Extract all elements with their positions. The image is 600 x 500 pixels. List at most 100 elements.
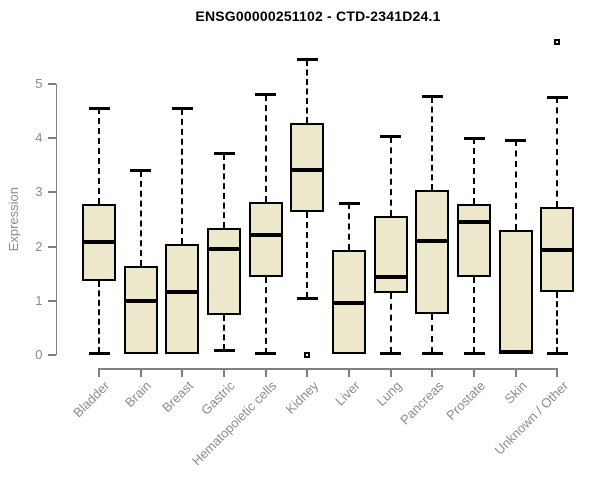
y-axis-tick — [47, 82, 56, 85]
median-line — [165, 289, 200, 294]
upper-whisker-cap — [338, 201, 360, 205]
upper-whisker-cap — [296, 58, 318, 62]
median-line — [207, 246, 242, 251]
y-axis-tick-label: 1 — [35, 292, 43, 308]
lower-whisker — [264, 277, 267, 354]
lower-whisker — [556, 292, 559, 354]
box-lung — [373, 215, 408, 294]
lower-whisker-cap — [88, 351, 110, 355]
upper-whisker-cap — [421, 95, 443, 99]
upper-whisker — [348, 203, 351, 251]
y-axis-tick-label: 2 — [35, 238, 43, 254]
upper-whisker-cap — [505, 138, 527, 142]
x-axis-tick-label-unknown-other: Unknown / Other — [491, 378, 572, 458]
median-line — [82, 239, 116, 244]
y-axis-tick-label: 4 — [35, 130, 43, 146]
x-axis-tick-label-kidney: Kidney — [282, 378, 322, 417]
upper-whisker — [306, 59, 309, 124]
x-axis-tick — [306, 369, 309, 377]
y-axis-tick — [47, 137, 56, 140]
y-axis-tick-label: 0 — [35, 347, 43, 362]
upper-whisker — [98, 108, 100, 204]
y-axis-tick — [47, 245, 56, 248]
box-gastric — [207, 227, 242, 315]
upper-whisker — [556, 97, 559, 207]
upper-whisker-cap — [88, 106, 110, 110]
lower-whisker-cap — [213, 348, 235, 352]
lower-whisker-cap — [421, 351, 443, 355]
upper-whisker-cap — [130, 169, 152, 173]
upper-whisker — [514, 140, 517, 230]
lower-whisker — [389, 293, 392, 354]
upper-whisker — [223, 153, 226, 228]
median-line — [373, 275, 408, 280]
median-line — [540, 248, 575, 253]
y-axis-tick — [47, 299, 56, 302]
y-axis-line — [55, 83, 57, 355]
x-axis-tick — [431, 369, 434, 377]
median-line — [415, 239, 450, 244]
median-line — [248, 232, 283, 237]
y-axis-tick-label: 5 — [35, 75, 43, 91]
x-axis-tick-label-skin: Skin — [500, 378, 530, 407]
y-axis-tick — [47, 354, 56, 356]
x-axis-tick — [389, 369, 392, 377]
x-axis-tick-label-prostate: Prostate — [442, 378, 488, 423]
x-axis-tick — [556, 369, 559, 377]
lower-whisker — [306, 212, 309, 299]
lower-whisker-cap — [255, 352, 277, 356]
upper-whisker — [181, 108, 184, 245]
lower-whisker — [223, 314, 226, 351]
lower-whisker — [431, 313, 434, 354]
lower-whisker — [473, 277, 476, 354]
upper-whisker-cap — [255, 93, 277, 97]
upper-whisker-cap — [171, 107, 193, 111]
y-axis-tick-label: 3 — [35, 184, 43, 200]
median-line — [332, 300, 367, 305]
chart-title: ENSG00000251102 - CTD-2341D24.1 — [195, 8, 441, 24]
upper-whisker — [431, 96, 434, 191]
lower-whisker-cap — [296, 296, 318, 300]
outlier-marker — [304, 352, 311, 358]
outlier-marker — [554, 39, 561, 46]
lower-whisker-cap — [380, 351, 402, 355]
x-axis-tick — [473, 369, 476, 377]
x-axis-tick-label-brain: Brain — [122, 378, 155, 411]
upper-whisker-cap — [380, 135, 402, 139]
upper-whisker — [389, 136, 392, 216]
median-line — [123, 298, 158, 303]
x-axis-tick-label-liver: Liver — [332, 378, 363, 409]
upper-whisker-cap — [463, 136, 485, 140]
box-prostate — [457, 204, 492, 278]
upper-whisker — [473, 138, 476, 205]
x-axis-tick — [98, 369, 100, 377]
upper-whisker — [264, 94, 267, 202]
x-axis-tick — [181, 369, 184, 377]
box-hematopoietic-cells — [248, 201, 283, 278]
box-breast — [165, 244, 200, 354]
y-axis-tick — [47, 191, 56, 194]
box-brain — [123, 266, 158, 354]
median-line — [498, 350, 533, 355]
x-axis-tick — [264, 369, 267, 377]
x-axis-tick — [348, 369, 351, 377]
x-axis-tick — [223, 369, 226, 377]
x-axis-tick-label-breast: Breast — [158, 378, 196, 416]
upper-whisker — [139, 170, 142, 267]
x-axis-line — [98, 368, 559, 370]
x-axis-tick — [139, 369, 142, 377]
x-axis-tick — [514, 369, 517, 377]
x-axis-tick-label-gastric: Gastric — [197, 378, 238, 418]
median-line — [457, 220, 492, 225]
lower-whisker-cap — [546, 351, 568, 355]
lower-whisker — [98, 281, 100, 354]
box-pancreas — [415, 190, 450, 314]
upper-whisker-cap — [546, 95, 568, 99]
box-skin — [498, 229, 533, 354]
x-axis-tick-label-bladder: Bladder — [70, 378, 113, 421]
median-line — [290, 168, 325, 173]
upper-whisker-cap — [213, 152, 235, 156]
x-axis-tick-label-pancreas: Pancreas — [396, 378, 447, 428]
